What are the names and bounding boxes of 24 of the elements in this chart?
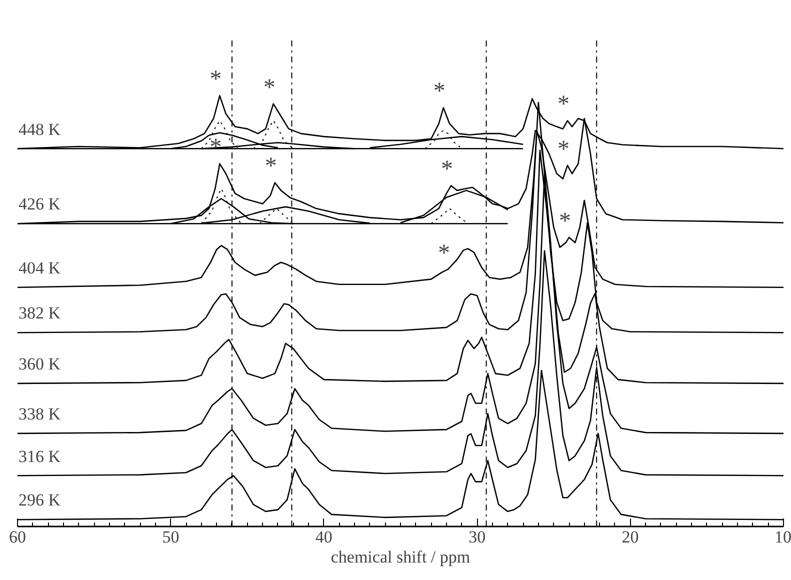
x-tick-label: 60 [9,528,26,546]
annotation: * [557,92,570,118]
series-label: 404 K [18,258,62,278]
series-label: 338 K [18,404,62,424]
annotation: * [559,208,572,234]
series-label: 316 K [18,446,62,466]
x-tick-label: 30 [468,528,486,546]
series-label: 448 K [18,120,62,139]
annotation: * [438,240,450,266]
x-tick-label: 20 [622,528,639,546]
x-tick-label: 40 [315,528,332,546]
annotation: * [264,154,277,180]
annotation: * [433,78,446,105]
series-label: 360 K [18,354,62,374]
x-axis-title: chemical shift / ppm [330,548,470,566]
annotation: * [210,66,222,93]
series-label: 296 K [18,490,62,510]
x-tick-label: 10 [774,528,791,546]
annotation: * [557,136,570,162]
series-label: 382 K [18,304,62,323]
annotation: * [263,74,276,101]
annotation: * [441,156,454,183]
x-tick-label: 50 [162,528,180,546]
series-label: 426 K [18,194,62,214]
